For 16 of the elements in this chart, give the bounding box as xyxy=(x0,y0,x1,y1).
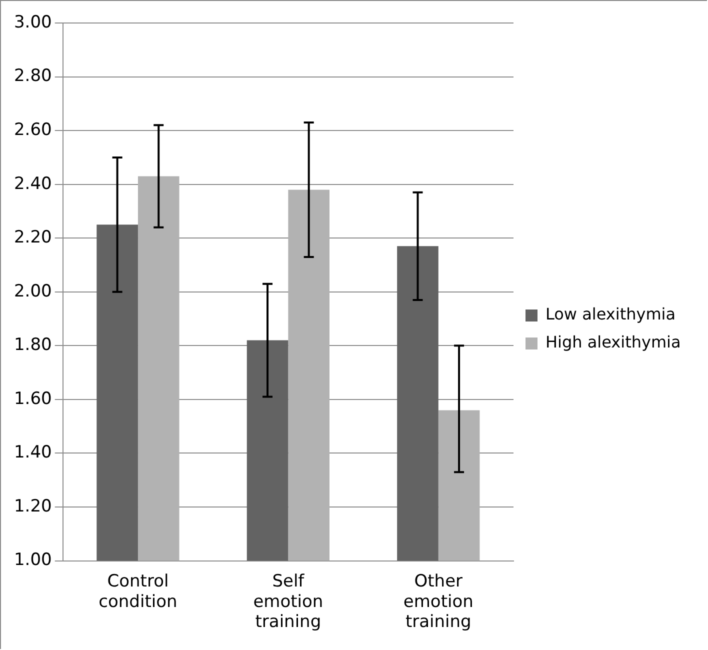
x-tick-label: Self emotion training xyxy=(253,571,324,632)
y-tick-label: 2.20 xyxy=(14,228,52,248)
y-tick-label: 1.20 xyxy=(14,496,52,516)
y-tick-label: 1.60 xyxy=(14,388,52,409)
legend-label: High alexithymia xyxy=(546,332,681,352)
y-tick-label: 1.80 xyxy=(14,335,52,356)
x-tick-label: Other emotion training xyxy=(403,571,474,632)
legend-label: Low alexithymia xyxy=(546,304,676,324)
y-tick-label: 1.40 xyxy=(14,442,52,463)
y-tick-label: 2.80 xyxy=(14,66,52,86)
x-tick-label: Control condition xyxy=(98,571,178,612)
y-tick-label: 2.40 xyxy=(14,174,52,194)
y-tick-label: 3.00 xyxy=(14,12,52,32)
y-tick-label: 1.00 xyxy=(14,550,52,570)
y-tick-label: 2.60 xyxy=(14,120,52,140)
y-tick-label: 2.00 xyxy=(14,281,52,302)
